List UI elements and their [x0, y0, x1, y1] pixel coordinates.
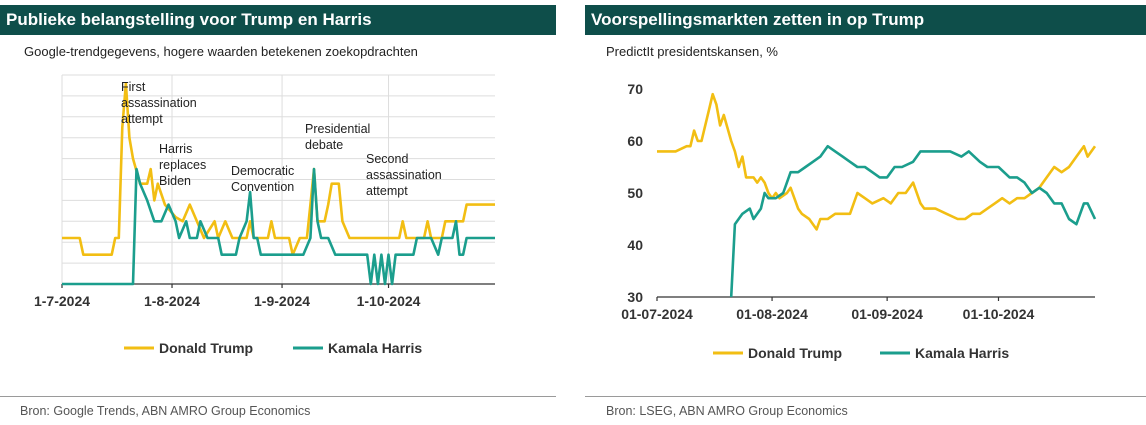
y-tick-label: 60 — [627, 133, 643, 149]
legend-label: Kamala Harris — [328, 340, 422, 356]
y-tick-label: 30 — [627, 289, 643, 305]
annotation-label: Presidential debate — [305, 122, 370, 152]
annotation-line: Biden — [159, 174, 191, 188]
x-tick-label: 1-9-2024 — [254, 293, 310, 309]
right-source-divider — [585, 396, 1146, 397]
annotation-line: First — [121, 80, 146, 94]
right-chart-panel: Voorspellingsmarkten zetten in op Trump … — [585, 0, 1146, 425]
annotation-line: replaces — [159, 158, 206, 172]
annotation-line: assassination — [366, 168, 442, 182]
annotation-label: Democratic Convention — [231, 164, 294, 194]
annotation-line: Convention — [231, 180, 294, 194]
series-line-donald-trump — [657, 92, 1097, 231]
left-line-chart: 1-7-2024 1-8-2024 1-9-2024 1-10-2024 First as… — [34, 74, 495, 356]
annotation-label: First assassination attempt — [121, 80, 197, 126]
legend-label: Kamala Harris — [915, 345, 1009, 361]
legend-label: Donald Trump — [748, 345, 842, 361]
series-line-kamala-harris — [729, 144, 1097, 298]
annotation-line: assassination — [121, 96, 197, 110]
left-chart-subtitle: Google-trendgegevens, hogere waarden bet… — [24, 44, 418, 59]
right-chart-source: Bron: LSEG, ABN AMRO Group Economics — [606, 404, 848, 418]
y-tick-label: 40 — [627, 237, 643, 253]
x-tick-label: 1-8-2024 — [144, 293, 200, 309]
x-tick-label: 01-09-2024 — [851, 306, 923, 322]
annotation-line: Harris — [159, 142, 192, 156]
x-tick-label: 01-08-2024 — [736, 306, 808, 322]
y-tick-label: 50 — [627, 185, 643, 201]
series-line-kamala-harris — [62, 167, 495, 286]
annotation-line: Democratic — [231, 164, 294, 178]
annotation-line: debate — [305, 138, 343, 152]
left-chart-title: Publieke belangstelling voor Trump en Ha… — [0, 5, 556, 35]
annotation-label: Second assassination attempt — [366, 152, 442, 198]
annotation-line: attempt — [121, 112, 163, 126]
left-source-divider — [0, 396, 556, 397]
y-tick-label: 70 — [627, 81, 643, 97]
legend-label: Donald Trump — [159, 340, 253, 356]
left-chart-panel: Publieke belangstelling voor Trump en Ha… — [0, 0, 556, 425]
x-tick-label: 1-7-2024 — [34, 293, 90, 309]
right-line-chart: 01-07-2024 01-08-2024 01-09-2024 01-10-2024… — [621, 81, 1097, 361]
right-chart-subtitle: PredictIt presidentskansen, % — [606, 44, 778, 59]
annotation-label: Harris replaces Biden — [159, 142, 206, 188]
left-chart-source: Bron: Google Trends, ABN AMRO Group Econ… — [20, 404, 311, 418]
x-tick-label: 01-07-2024 — [621, 306, 693, 322]
annotation-line: Second — [366, 152, 408, 166]
annotation-line: Presidential — [305, 122, 370, 136]
x-tick-label: 1-10-2024 — [357, 293, 421, 309]
right-chart-title: Voorspellingsmarkten zetten in op Trump — [585, 5, 1146, 35]
x-tick-label: 01-10-2024 — [963, 306, 1035, 322]
annotation-line: attempt — [366, 184, 408, 198]
